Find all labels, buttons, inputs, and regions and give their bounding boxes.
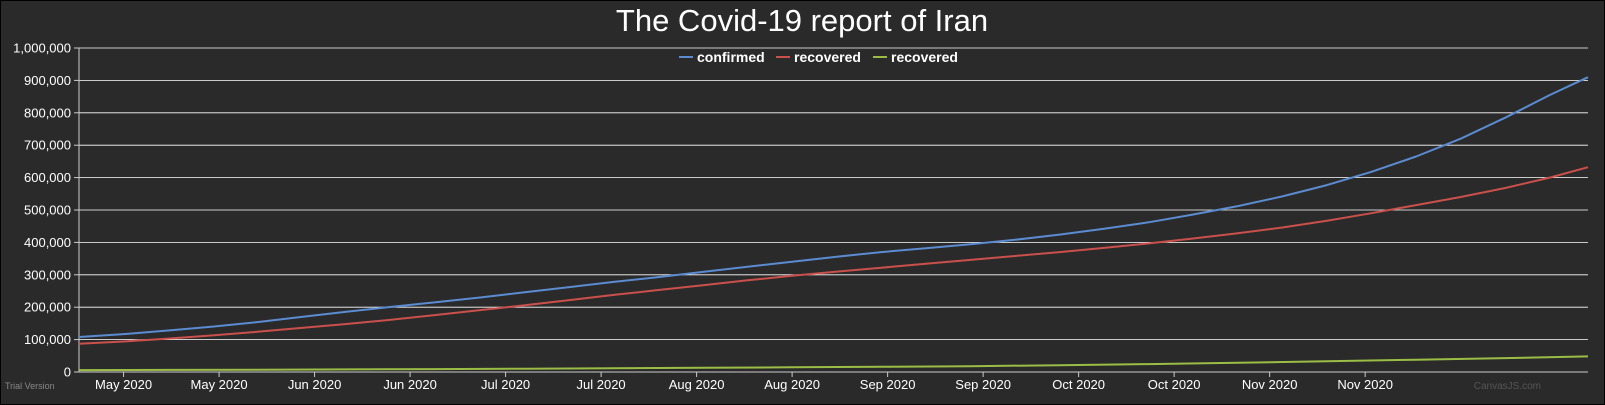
chart-title: The Covid-19 report of Iran <box>616 3 988 38</box>
legend-item-confirmed[interactable]: confirmed <box>679 49 765 65</box>
x-tick-label: May 2020 <box>95 377 152 392</box>
x-tick-label: Jul 2020 <box>481 377 530 392</box>
x-tick-label: Jun 2020 <box>383 377 437 392</box>
legend-label-confirmed: confirmed <box>697 49 765 65</box>
canvasjs-credit[interactable]: CanvasJS.com <box>1474 381 1541 392</box>
y-tick-label: 600,000 <box>24 170 71 185</box>
x-tick-label: Oct 2020 <box>1052 377 1105 392</box>
x-tick-label: Aug 2020 <box>764 377 820 392</box>
x-axis: May 2020 May 2020 Jun 2020 Jun 2020 Jul 2020… <box>79 371 1588 392</box>
legend-label-recovered-2: recovered <box>891 49 958 65</box>
y-tick-label: 0 <box>64 365 71 380</box>
x-tick-label: Sep 2020 <box>860 377 916 392</box>
y-tick-label: 500,000 <box>24 203 71 218</box>
gridlines <box>79 47 1588 373</box>
legend-item-recovered-2[interactable]: recovered <box>873 49 958 65</box>
series-line-confirmed[interactable] <box>78 76 1589 338</box>
y-axis: 0 100,000 200,000 300,000 400,000 500,000 600,… <box>13 41 80 380</box>
x-tick-label: Jul 2020 <box>577 377 626 392</box>
trial-version-label: Trial Version <box>5 381 55 391</box>
y-tick-label: 800,000 <box>24 105 71 120</box>
y-tick-label: 100,000 <box>24 332 71 347</box>
y-tick-label: 400,000 <box>24 235 71 250</box>
x-tick-label: May 2020 <box>191 377 248 392</box>
x-tick-label: Sep 2020 <box>955 377 1011 392</box>
x-tick-label: Jun 2020 <box>288 377 342 392</box>
y-tick-label: 700,000 <box>24 138 71 153</box>
series-line-recovered-2[interactable] <box>78 355 1589 372</box>
y-tick-label: 300,000 <box>24 267 71 282</box>
y-tick-label: 200,000 <box>24 300 71 315</box>
x-tick-label: Nov 2020 <box>1337 377 1393 392</box>
x-tick-label: Aug 2020 <box>669 377 725 392</box>
series-lines <box>78 76 1589 372</box>
x-tick-label: Oct 2020 <box>1148 377 1201 392</box>
y-tick-label: 900,000 <box>24 73 71 88</box>
legend-item-recovered[interactable]: recovered <box>776 49 861 65</box>
legend-label-recovered: recovered <box>794 49 861 65</box>
x-tick-label: Nov 2020 <box>1242 377 1298 392</box>
y-tick-label: 1,000,000 <box>13 41 71 56</box>
series-line-recovered[interactable] <box>78 166 1589 345</box>
legend: confirmed recovered recovered <box>679 49 958 65</box>
